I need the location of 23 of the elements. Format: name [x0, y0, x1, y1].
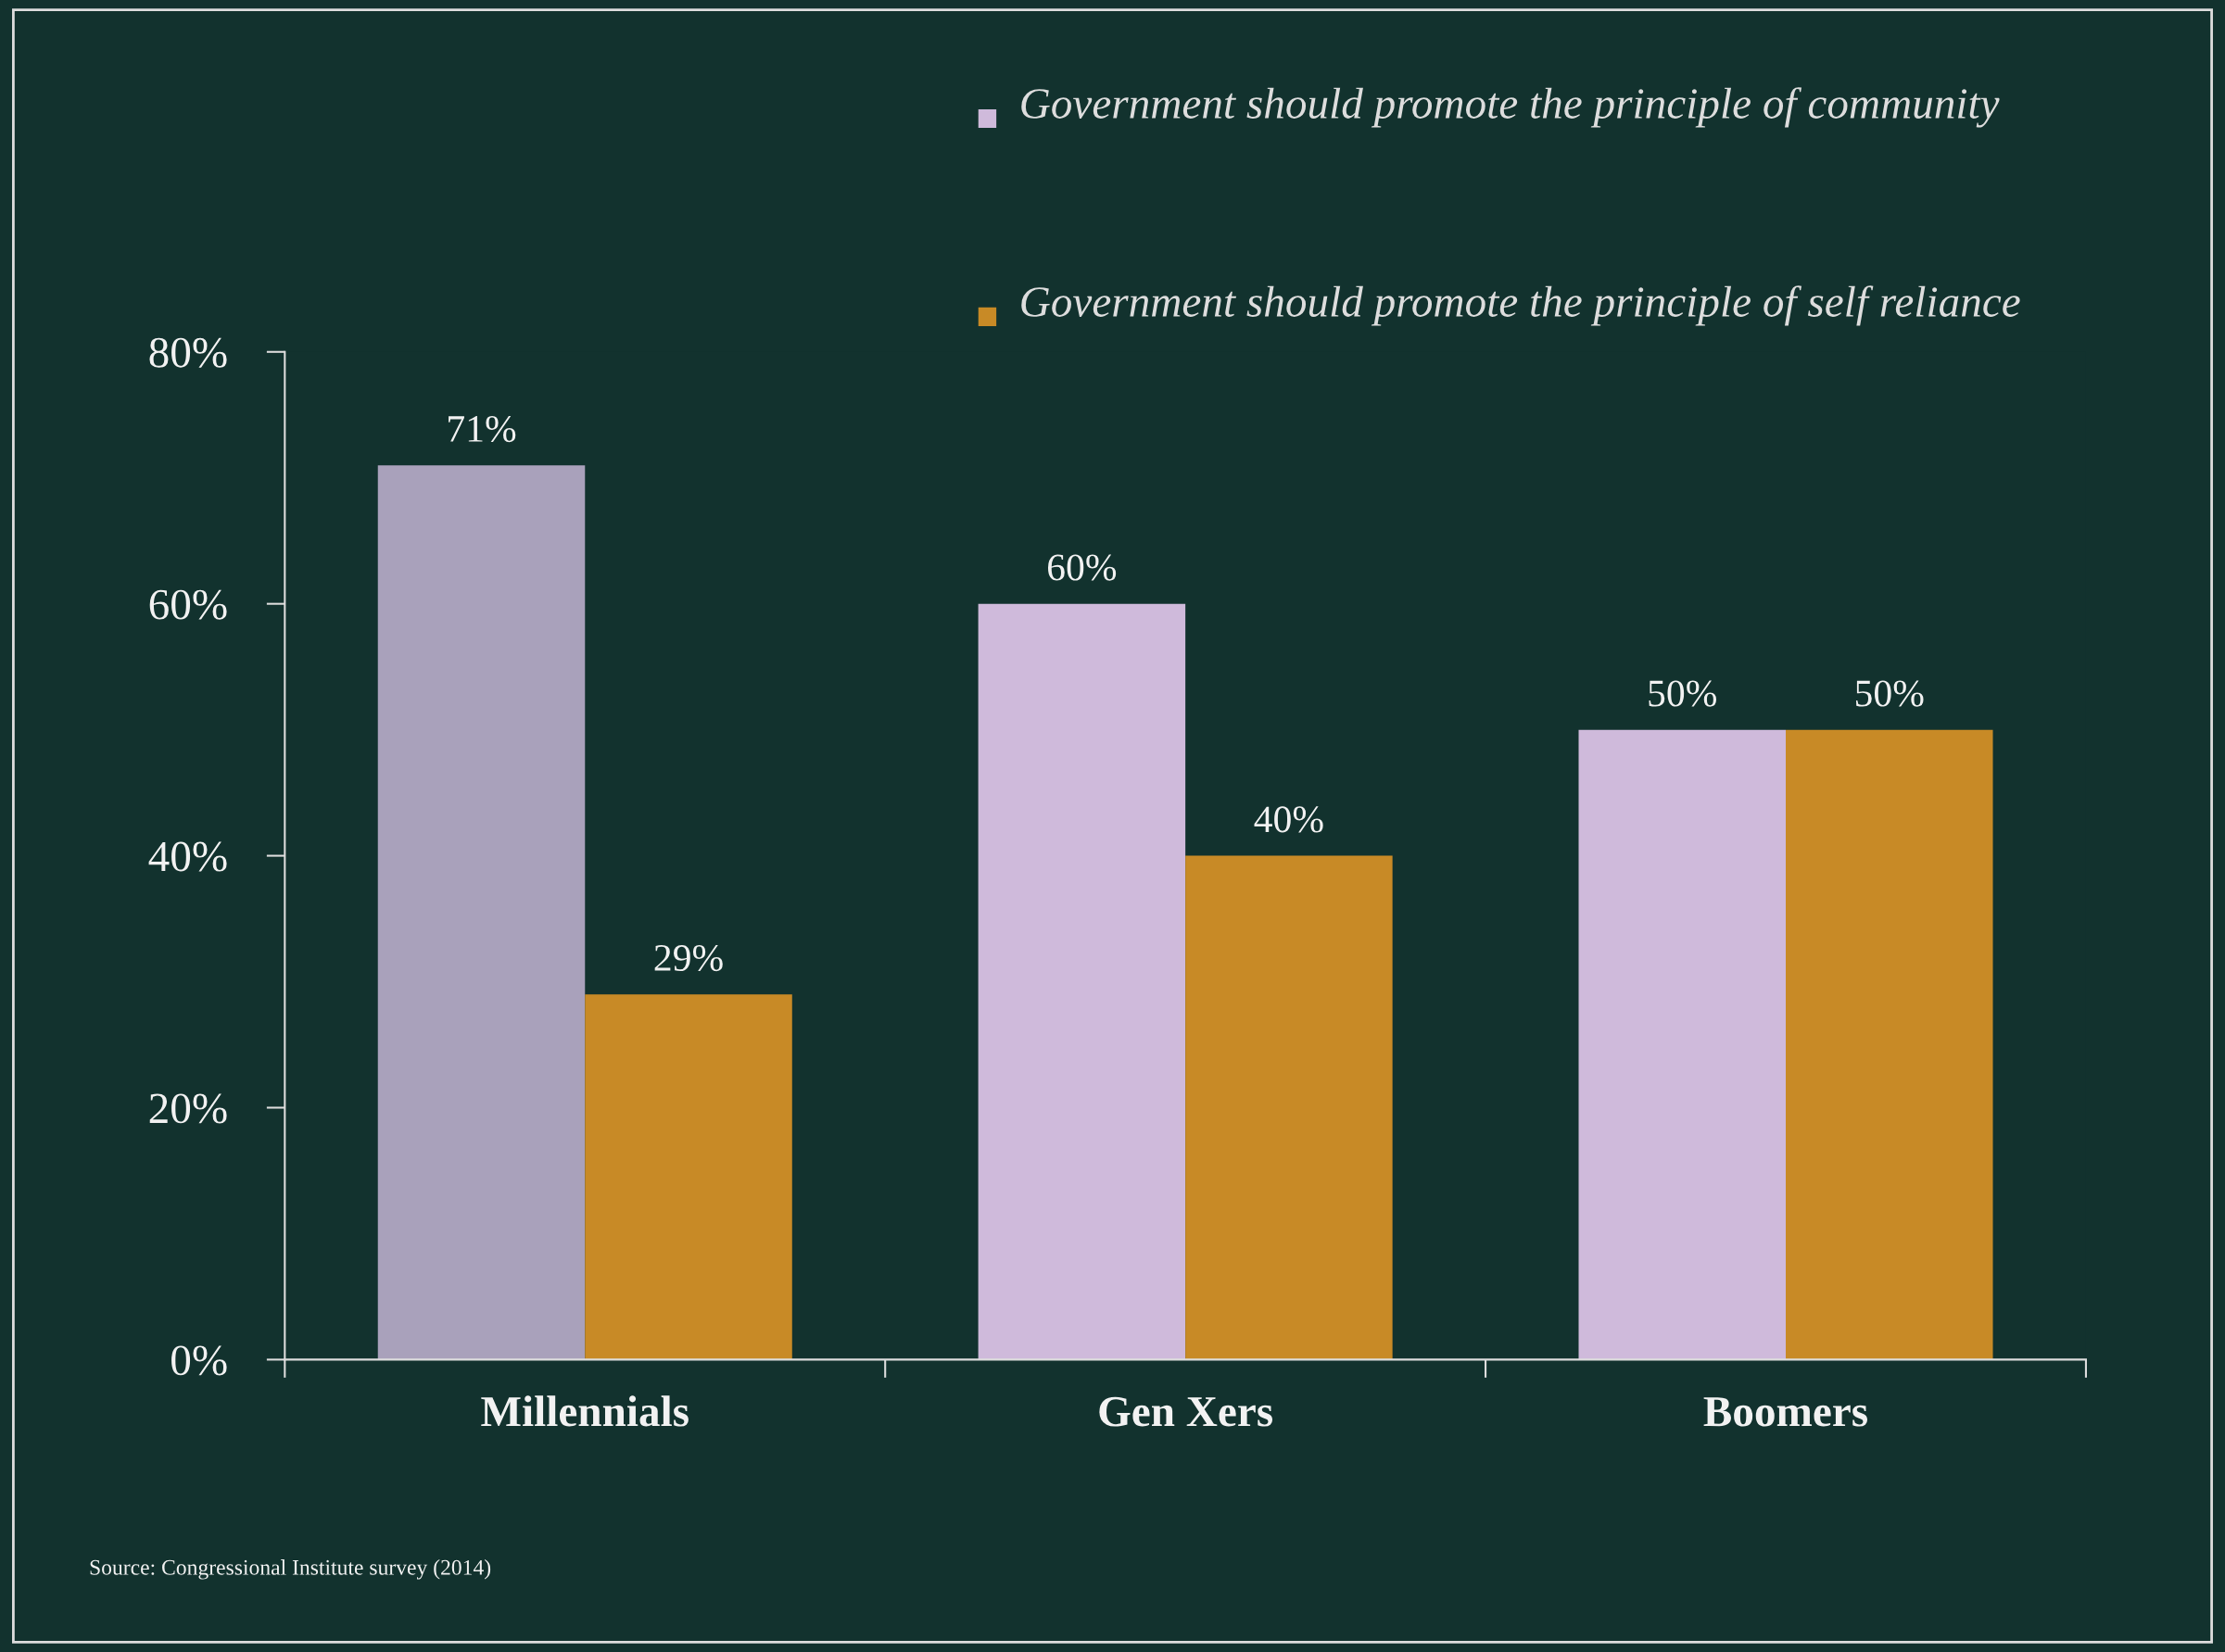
x-tick-label: Millennials [481, 1395, 689, 1427]
y-tick-label: 80% [149, 337, 227, 368]
data-label: 71% [449, 415, 516, 443]
legend-label: Government should promote the principle of community [1021, 87, 2000, 128]
bar [377, 465, 586, 1360]
data-label: 40% [1254, 806, 1323, 833]
y-tick-label: 40% [148, 841, 227, 872]
bar [978, 603, 1186, 1360]
bar [1786, 729, 1993, 1360]
source-note: Source: Congressional Institute survey (2014) [90, 1559, 491, 1580]
y-tick-label: 0% [171, 1345, 227, 1376]
data-label: 50% [1856, 680, 1924, 707]
y-tick-label: 60% [149, 589, 227, 620]
x-tick-label: Boomers [1703, 1397, 1868, 1427]
bar [1185, 855, 1393, 1360]
data-label: 29% [654, 944, 723, 972]
data-label: 50% [1649, 680, 1717, 707]
x-tick-label: Gen Xers [1099, 1396, 1273, 1427]
y-tick-label: 20% [149, 1093, 227, 1124]
data-label: 60% [1047, 554, 1117, 581]
legend-label: Government should promote the principle of self reliance [1021, 285, 2020, 326]
bar [1578, 729, 1786, 1360]
bar [585, 994, 792, 1360]
